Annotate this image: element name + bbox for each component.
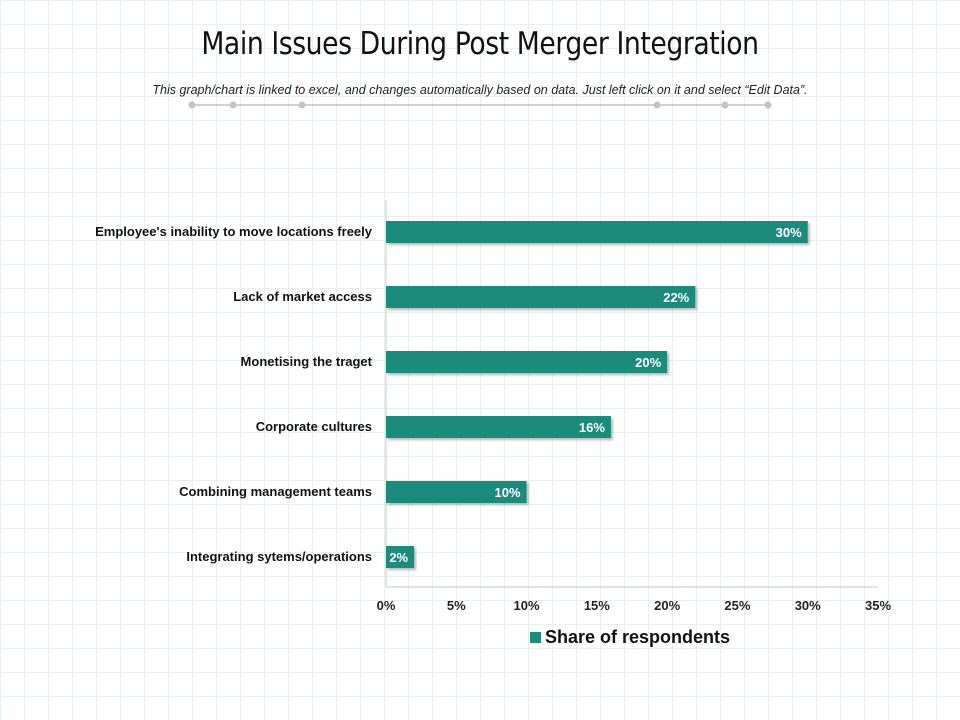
data-label: 20%	[635, 355, 661, 370]
x-tick-label: 15%	[584, 598, 610, 613]
data-label: 30%	[776, 225, 802, 240]
legend-label: Share of respondents	[545, 627, 731, 647]
dot-marker	[764, 101, 772, 109]
bar	[386, 351, 668, 373]
x-tick-label: 35%	[865, 598, 891, 613]
x-tick-label: 25%	[724, 598, 750, 613]
data-label: 22%	[663, 290, 689, 305]
dot-marker	[721, 101, 729, 109]
bar	[386, 221, 808, 243]
legend-swatch	[530, 632, 541, 643]
x-tick-label: 20%	[654, 598, 680, 613]
category-label: Integrating sytems/operations	[186, 549, 372, 564]
data-label: 2%	[389, 550, 408, 565]
bar	[386, 286, 696, 308]
category-label: Lack of market access	[233, 289, 372, 304]
data-label: 16%	[579, 420, 605, 435]
x-tick-label: 10%	[514, 598, 540, 613]
bar	[386, 481, 527, 503]
page-title: Main Issues During Post Merger Integrati…	[201, 26, 759, 62]
x-tick-label: 30%	[795, 598, 821, 613]
category-label: Combining management teams	[179, 484, 372, 499]
dot-marker	[653, 101, 661, 109]
x-tick-label: 5%	[447, 598, 466, 613]
decorative-dot-line	[188, 101, 772, 109]
dot-marker	[188, 101, 196, 109]
category-label: Monetising the traget	[241, 354, 373, 369]
chart-legend: Share of respondents	[530, 627, 730, 648]
page-subtitle: This graph/chart is linked to excel, and…	[152, 83, 808, 97]
category-label: Employee's inability to move locations f…	[95, 224, 373, 239]
bar	[386, 546, 415, 568]
x-tick-label: 0%	[377, 598, 396, 613]
dot-marker	[298, 101, 306, 109]
data-label: 10%	[495, 485, 521, 500]
category-label: Corporate cultures	[256, 419, 372, 434]
dot-marker	[229, 101, 237, 109]
bar	[386, 416, 611, 438]
